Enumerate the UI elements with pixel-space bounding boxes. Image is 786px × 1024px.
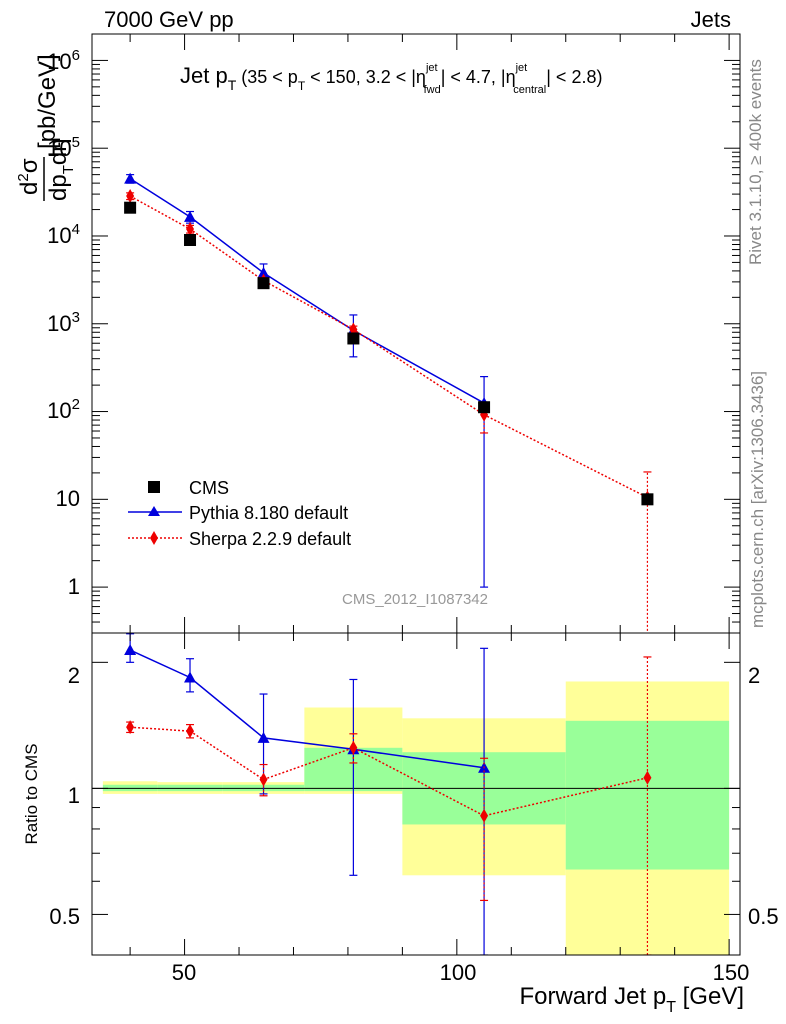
svg-text:[pb/GeV]: [pb/GeV] bbox=[34, 54, 61, 149]
cms-point-1 bbox=[184, 234, 197, 247]
ratio-sherpa-point-0 bbox=[126, 720, 135, 735]
ratio-tick-2-left: 2 bbox=[68, 663, 80, 688]
y-tick-label-1: 1 bbox=[68, 574, 80, 599]
ratio-sherpa-point-2 bbox=[259, 772, 268, 787]
y-tick-label-1e5: 105 bbox=[47, 134, 80, 161]
ratio-panel-frame bbox=[91, 632, 741, 956]
axis-ticks bbox=[92, 33, 740, 956]
ratio-sherpa-point-1 bbox=[186, 724, 195, 739]
cms-point-2 bbox=[257, 277, 270, 290]
ratio-tick-2-right: 2 bbox=[748, 663, 760, 688]
main-y-axis-title: d2σ dpTdη [pb/GeV] bbox=[15, 54, 77, 201]
y-tick-label-1e4: 104 bbox=[47, 221, 80, 248]
sherpa-point-1 bbox=[186, 222, 195, 237]
x-axis-title: Forward Jet pT [GeV] bbox=[519, 983, 744, 1016]
pythia-point-2 bbox=[257, 266, 270, 278]
cms-point-3 bbox=[347, 332, 360, 345]
band-inner-5 bbox=[565, 720, 730, 870]
legend-entry-pythia: Pythia 8.180 default bbox=[128, 503, 348, 523]
ratio-sherpa-point-5 bbox=[643, 770, 652, 785]
legend-marker-cms bbox=[148, 481, 160, 493]
legend-label-cms: CMS bbox=[189, 478, 229, 498]
plot-title: Jet pT (35 < pT < 150, 3.2 < |ηjet fwd| <… bbox=[180, 62, 602, 96]
cms-point-5 bbox=[641, 493, 654, 506]
rivet-label: Rivet 3.1.10, ≥ 400k events bbox=[746, 59, 765, 265]
ratio-panel-series bbox=[124, 633, 652, 955]
main-y-tick-labels: 1 10 102 103 104 105 106 bbox=[47, 47, 80, 599]
svg-text:d2σ: d2σ bbox=[15, 158, 43, 195]
y-tick-label-1e6: 106 bbox=[47, 47, 80, 74]
x-tick-label-150: 150 bbox=[713, 960, 750, 985]
analysis-watermark: CMS_2012_I1087342 bbox=[342, 591, 488, 608]
main-panel-series bbox=[124, 172, 654, 633]
y-tick-label-100: 102 bbox=[47, 396, 80, 423]
header-energy-label: 7000 GeV pp bbox=[104, 7, 234, 32]
cms-point-0 bbox=[124, 201, 137, 214]
pythia-point-1 bbox=[184, 210, 197, 222]
ratio-y-axis-title: Ratio to CMS bbox=[22, 743, 41, 844]
ratio-tick-1-left: 1 bbox=[68, 783, 80, 808]
ratio-pythia-point-2 bbox=[257, 731, 270, 743]
ratio-tick-05-right: 0.5 bbox=[748, 904, 779, 929]
pythia-line bbox=[129, 178, 485, 404]
legend-label-sherpa: Sherpa 2.2.9 default bbox=[189, 529, 351, 549]
y-tick-label-10: 10 bbox=[56, 486, 80, 511]
ratio-y-tick-labels: 2 1 0.5 2 0.5 bbox=[49, 663, 778, 929]
legend-label-pythia: Pythia 8.180 default bbox=[189, 503, 348, 523]
ratio-tick-05-left: 0.5 bbox=[49, 904, 80, 929]
x-tick-labels: 50 100 150 bbox=[172, 960, 750, 985]
header-analysis-label: Jets bbox=[691, 7, 731, 32]
x-tick-label-100: 100 bbox=[440, 960, 477, 985]
ratio-sherpa-point-4 bbox=[480, 808, 489, 823]
legend-entry-cms: CMS bbox=[148, 478, 229, 498]
cms-point-4 bbox=[478, 401, 491, 414]
ratio-sherpa-point-3 bbox=[349, 740, 358, 755]
pythia-point-0 bbox=[124, 172, 137, 184]
svg-text:dpTdη: dpTdη bbox=[45, 138, 77, 201]
legend-marker-pythia bbox=[148, 506, 160, 516]
sherpa-line bbox=[129, 195, 648, 499]
ratio-pythia-point-0 bbox=[124, 644, 137, 656]
legend: CMS Pythia 8.180 default Sherpa 2.2.9 de… bbox=[128, 478, 351, 549]
mcplots-label: mcplots.cern.ch [arXiv:1306.3436] bbox=[748, 371, 767, 628]
legend-entry-sherpa: Sherpa 2.2.9 default bbox=[128, 529, 351, 549]
uncertainty-bands bbox=[102, 681, 730, 955]
sherpa-point-0 bbox=[126, 189, 135, 204]
legend-marker-sherpa bbox=[150, 531, 158, 545]
y-tick-label-1000: 103 bbox=[47, 309, 80, 336]
x-tick-label-50: 50 bbox=[172, 960, 196, 985]
ratio-pythia-point-1 bbox=[184, 671, 197, 683]
